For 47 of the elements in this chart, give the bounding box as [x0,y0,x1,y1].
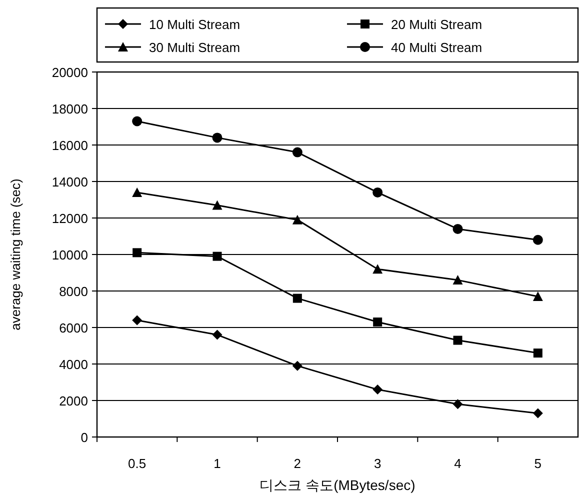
point [372,384,383,395]
point [373,318,382,327]
x-tick-label: 0.5 [128,456,146,471]
point [212,200,222,210]
point [212,330,222,340]
point [532,234,543,245]
point [132,187,142,197]
point [452,224,463,234]
legend-label: 10 Multi Stream [149,17,240,32]
legend-label: 30 Multi Stream [149,40,240,55]
x-tick-label: 4 [454,456,462,471]
point [132,248,142,258]
y-tick-label: 12000 [52,211,88,226]
x-tick-label: 5 [534,456,542,471]
point [212,252,222,261]
point [532,408,543,418]
point [292,360,302,371]
point [532,291,543,301]
y-tick-label: 8000 [59,284,88,299]
y-tick-label: 6000 [59,320,88,336]
point [292,214,302,224]
legend-label: 40 Multi Stream [391,40,482,55]
point [292,147,302,158]
y-tick-label: 20000 [52,65,88,80]
point [453,336,462,345]
point [452,399,463,410]
x-tick-label: 3 [374,456,382,471]
y-tick-label: 10000 [52,248,88,262]
point [452,275,463,285]
y-tick-label: 18000 [52,102,88,116]
x-tick-label: 1 [214,456,221,471]
point [372,264,383,274]
x-axis-title: 디스크 속도(MBytes/sec) [260,477,416,493]
legend-label: 20 Multi Stream [391,17,482,32]
y-axis-title: average waiting time (sec) [8,178,23,330]
point [132,315,142,326]
y-tick-label: 16000 [52,138,88,153]
point [212,132,222,143]
y-tick-label: 2000 [59,394,88,408]
y-tick-label: 4000 [59,357,88,372]
point [292,294,302,303]
y-tick-label: 14000 [52,174,88,190]
point [372,187,383,198]
y-tick-label: 0 [80,430,88,445]
point [533,348,542,358]
x-tick-label: 2 [294,456,302,471]
point [132,116,142,126]
